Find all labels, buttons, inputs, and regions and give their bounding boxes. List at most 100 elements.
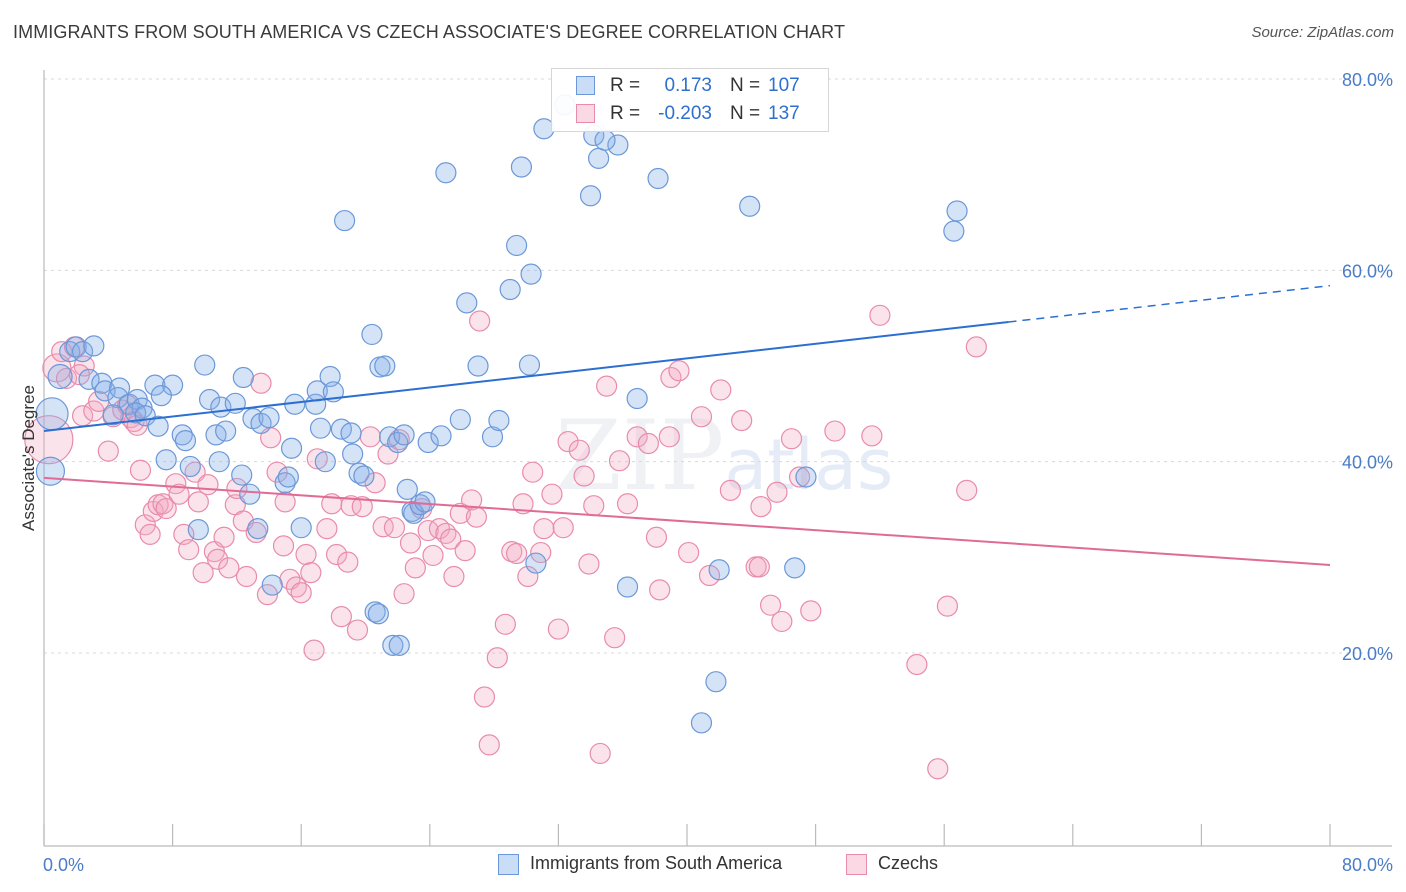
south-america-point [277,466,299,488]
south-america-point [147,415,169,437]
south-america-point [499,278,521,301]
stats-n-value: 137 [768,103,800,124]
czechs-point [658,426,680,448]
south-america-point [520,263,542,285]
south-america-point [414,491,436,513]
south-america-point [83,335,105,357]
south-america-point [607,134,629,156]
south-america-point [155,449,177,471]
czechs-point [771,610,793,633]
south-america-point [946,200,968,222]
x-tick-label: 0.0% [43,855,84,875]
stats-box: R = 0.173 N = 107 R = -0.203 N = 137 [551,68,829,132]
czechs-point [626,426,648,448]
stats-n-label: N = [730,103,761,124]
czechs-point [340,495,362,517]
czechs-point [533,518,555,540]
south-america-point [456,292,478,314]
south-america-trend-extension [1008,284,1331,323]
czechs-point [266,461,288,483]
czechs-point [372,516,394,538]
czechs-point [869,304,891,326]
czechs-point [207,548,229,570]
czechs-point [690,406,713,428]
czechs-point [486,647,508,669]
south-america-point [258,407,280,429]
south-america-point [342,443,364,465]
south-america-point [179,455,201,478]
south-america-point [367,603,389,625]
south-america-point [708,559,730,581]
south-america-point [334,209,356,232]
south-america-point [579,185,602,207]
south-america-point [194,354,216,376]
south-america-point [943,220,965,242]
czechs-point [316,518,338,540]
south-america-point [784,557,806,579]
czechs-point [460,489,483,511]
axes [43,70,1392,847]
czechs-point [226,477,248,500]
source-label: Source: ZipAtlas.com [1251,24,1394,41]
south-america-point [290,517,312,539]
czechs-point [645,526,668,548]
czechs-point [604,627,626,649]
south-america-point [353,465,375,487]
legend-label: Immigrants from South America [530,853,783,873]
south-america-point [481,426,504,448]
south-america-point [247,518,269,540]
south-america-point [616,576,639,598]
czechs-point [552,517,574,539]
czechs-point [469,310,491,332]
czechs-point [616,493,639,515]
czechs-point [748,556,770,578]
watermark: ZIPatlas [555,400,893,512]
czechs-point [759,594,782,616]
czechs-point [927,758,949,780]
south-america-point [705,671,727,693]
czechs-point [678,541,700,564]
czechs-point [330,606,352,628]
south-america-point [309,417,332,439]
chart-title: IMMIGRANTS FROM SOUTH AMERICA VS CZECH A… [13,22,846,42]
south-america-point [396,478,418,501]
czechs-point [649,579,671,601]
czechs-point [272,535,295,557]
czechs-point [383,517,406,539]
czechs-point [517,565,539,588]
czechs-point [187,491,209,513]
south-america-point [274,472,296,494]
czechs-point [454,540,476,562]
stats-r-value: 0.173 [664,75,712,96]
czechs-point [155,497,177,520]
south-america-point [647,167,669,190]
south-america-point [388,634,410,656]
czechs-point [861,425,883,447]
south-america-point [467,355,489,377]
czechs-point [359,426,381,448]
south-america-point [340,422,362,444]
czechs-point [218,557,240,579]
stats-row-czechs: R = -0.203 N = 137 [552,100,828,128]
czechs-point [393,583,415,605]
czechs-point [325,543,348,566]
czechs-point [129,459,152,481]
south-america-point [510,156,533,178]
south-america-point [449,408,471,431]
watermark-atlas: atlas [724,424,894,506]
czechs-point [290,582,312,604]
czechs-point [583,495,605,517]
south-america-point [208,451,230,473]
south-america-point [78,368,100,390]
czechs-point [404,557,426,579]
south-america-point [690,712,713,734]
czechs-point [800,600,822,622]
y-tick-label: 40.0% [1342,453,1393,473]
czechs-point [965,336,987,358]
czechs-point [589,742,611,765]
stats-n-label: N = [730,75,761,96]
czechs-point [608,450,631,472]
stats-r-label: R = [610,75,641,96]
czechs-point [303,639,325,661]
south-america-point [47,363,73,390]
